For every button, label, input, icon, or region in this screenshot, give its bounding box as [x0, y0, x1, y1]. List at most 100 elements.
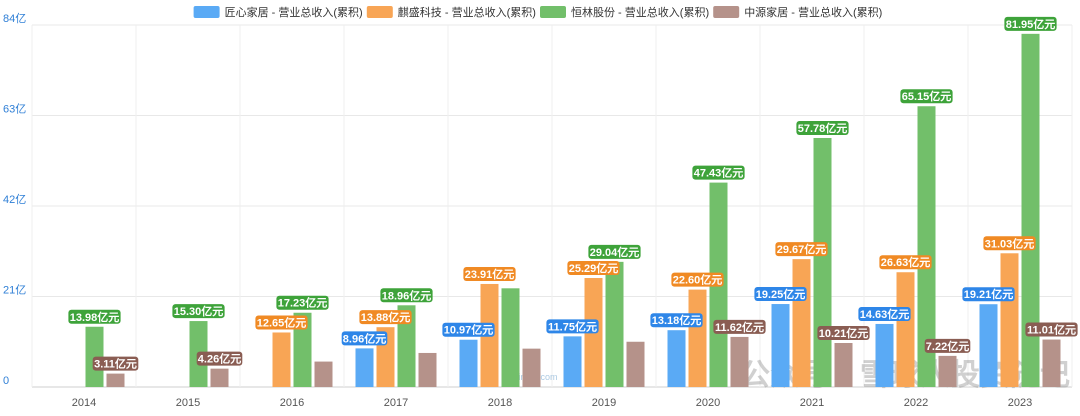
data-label-box [276, 295, 329, 310]
legend-item-1[interactable]: 麒盛科技 - 营业总收入(累积) [366, 5, 536, 19]
data-label: 8.96亿元 [343, 331, 386, 345]
y-tick-label: 21亿 [3, 284, 26, 297]
data-label: 19.25亿元 [756, 287, 806, 301]
data-label: 10.97亿元 [444, 323, 494, 337]
data-label-box [196, 351, 243, 366]
legend-label: 麒盛科技 - 营业总收入(累积) [398, 5, 536, 19]
bar-3-2018[interactable] [522, 348, 541, 387]
bar-1-2016[interactable] [272, 332, 291, 387]
bar-0-2021[interactable] [771, 304, 790, 387]
x-tick-label: 2022 [904, 397, 928, 409]
data-label: 13.88亿元 [361, 310, 411, 324]
bar-3-2017[interactable] [418, 352, 437, 387]
bar-1-2020[interactable] [688, 289, 707, 387]
data-label-box [92, 356, 139, 371]
bar-3-2020[interactable] [730, 336, 749, 387]
bar-0-2020[interactable] [667, 330, 686, 387]
data-label-box [817, 325, 870, 340]
bar-2-2017[interactable] [397, 305, 416, 387]
data-label: 10.21亿元 [819, 326, 869, 340]
bar-1-2023[interactable] [1000, 253, 1019, 387]
data-label-box [68, 309, 121, 324]
x-tick-label: 2015 [176, 397, 200, 409]
bar-2-2023[interactable] [1021, 33, 1040, 387]
bar-3-2023[interactable] [1042, 339, 1061, 387]
data-label-box [671, 272, 724, 287]
data-label: 17.23亿元 [278, 296, 328, 310]
x-tick-label: 2023 [1008, 397, 1032, 409]
data-label: 15.30亿元 [174, 304, 224, 318]
data-label: 4.26亿元 [198, 352, 241, 366]
data-label: 65.15亿元 [902, 89, 952, 103]
bar-0-2018[interactable] [459, 339, 478, 387]
x-tick-label: 2017 [384, 397, 408, 409]
data-label-box [775, 242, 828, 257]
data-label: 13.98亿元 [70, 310, 120, 324]
data-label: 57.78亿元 [798, 121, 848, 135]
data-label: 11.62亿元 [715, 320, 764, 334]
data-label: 25.29亿元 [569, 261, 619, 275]
bar-0-2022[interactable] [875, 323, 894, 387]
data-label-box [463, 266, 516, 281]
bar-2-2022[interactable] [917, 106, 936, 387]
bar-3-2014[interactable] [106, 373, 125, 387]
bar-3-2019[interactable] [626, 341, 645, 387]
legend-item-2[interactable]: 恒林股份 - 营业总收入(累积) [540, 5, 709, 19]
bar-0-2017[interactable] [355, 348, 374, 387]
data-label-box [754, 287, 807, 302]
data-label: 12.65亿元 [257, 315, 307, 329]
bar-2-2021[interactable] [813, 137, 832, 387]
data-label: 14.63亿元 [860, 307, 910, 321]
data-label-box [172, 304, 225, 319]
bar-3-2021[interactable] [834, 342, 853, 387]
data-label-box [983, 236, 1036, 251]
legend-swatch [193, 6, 220, 18]
data-label: 13.18亿元 [652, 313, 702, 327]
data-label: 29.67亿元 [777, 242, 827, 256]
data-label-box [713, 319, 766, 334]
y-tick-label: 84亿 [3, 12, 26, 25]
bar-3-2015[interactable] [210, 368, 229, 387]
data-label-box [858, 306, 911, 321]
data-label-box [255, 315, 308, 330]
data-label: 19.21亿元 [964, 287, 1014, 301]
bar-2-2019[interactable] [605, 261, 624, 387]
data-label: 3.11亿元 [94, 357, 137, 371]
data-label-box [879, 255, 932, 270]
data-label-box [900, 89, 953, 104]
legend-swatch [540, 6, 566, 18]
legend-item-3[interactable]: 中源家居 - 营业总收入(累积) [713, 5, 882, 19]
bar-2-2018[interactable] [501, 288, 520, 387]
data-label-box [588, 244, 641, 259]
y-tick-label: 0 [3, 375, 9, 387]
data-label-box [546, 319, 599, 334]
bar-0-2023[interactable] [979, 304, 998, 387]
bar-3-2022[interactable] [938, 355, 957, 387]
data-label-box [442, 322, 495, 337]
data-label-box [962, 287, 1015, 302]
data-label: 81.95亿元 [1006, 17, 1056, 31]
data-label-box [796, 120, 849, 135]
bar-1-2021[interactable] [792, 259, 811, 387]
data-label: 11.75亿元 [548, 319, 597, 333]
legend-label: 中源家居 - 营业总收入(累积) [744, 5, 882, 19]
bar-0-2019[interactable] [563, 336, 582, 387]
legend-label: 匠心家居 - 营业总收入(累积) [225, 5, 363, 19]
bar-2-2016[interactable] [293, 312, 312, 387]
bar-3-2016[interactable] [314, 361, 333, 387]
data-label: 22.60亿元 [673, 273, 723, 287]
bar-1-2022[interactable] [896, 272, 915, 387]
data-label: 47.43亿元 [694, 166, 744, 180]
legend-item-0[interactable]: 匠心家居 - 营业总收入(累积) [193, 5, 363, 19]
data-label-box [1004, 16, 1057, 31]
legend-swatch [713, 6, 740, 18]
data-label: 29.04亿元 [590, 245, 640, 259]
data-label: 11.01亿元 [1027, 323, 1076, 337]
x-tick-label: 2018 [488, 397, 512, 409]
data-label: 7.22亿元 [926, 339, 969, 353]
data-label-box [650, 313, 703, 328]
data-label-box [692, 165, 745, 180]
data-label: 18.96亿元 [382, 288, 432, 302]
data-label: 26.63亿元 [881, 255, 931, 269]
